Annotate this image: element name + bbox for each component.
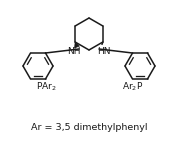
Text: HN: HN: [97, 46, 111, 56]
Text: NH: NH: [67, 46, 81, 56]
Text: PAr$_2$: PAr$_2$: [36, 81, 56, 93]
Text: Ar$_2$P: Ar$_2$P: [122, 81, 144, 93]
Text: Ar = 3,5 dimethylphenyl: Ar = 3,5 dimethylphenyl: [31, 124, 147, 132]
Polygon shape: [75, 42, 79, 48]
